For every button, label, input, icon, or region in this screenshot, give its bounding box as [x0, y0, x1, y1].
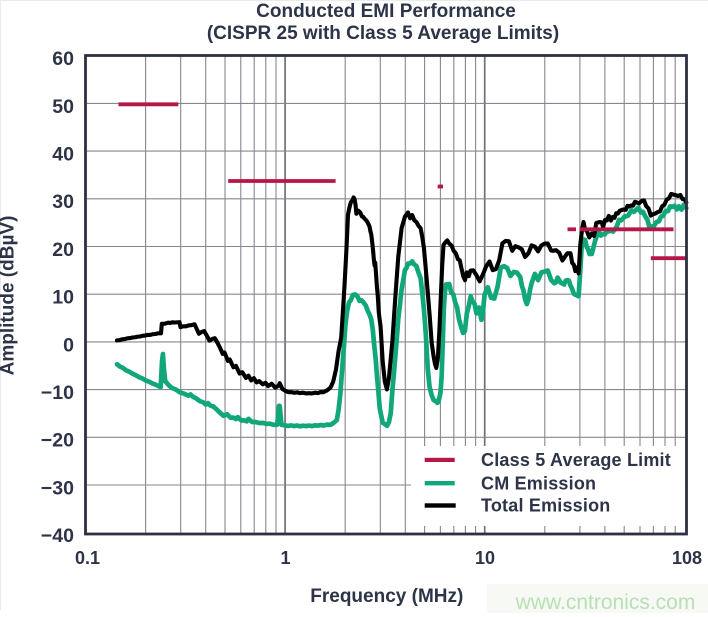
- svg-text:0: 0: [63, 334, 74, 356]
- svg-text:1: 1: [280, 548, 290, 568]
- svg-text:Amplitude (dBµV): Amplitude (dBµV): [0, 216, 19, 376]
- svg-text:−30: −30: [41, 477, 74, 499]
- svg-text:60: 60: [52, 48, 74, 70]
- svg-text:50: 50: [52, 96, 74, 118]
- svg-text:Class 5 Average Limit: Class 5 Average Limit: [481, 450, 671, 470]
- svg-text:108: 108: [672, 548, 702, 568]
- svg-text:40: 40: [52, 144, 74, 166]
- svg-text:(CISPR 25 with Class 5 Average: (CISPR 25 with Class 5 Average Limits): [207, 23, 559, 44]
- svg-text:−10: −10: [41, 382, 74, 404]
- svg-text:0.1: 0.1: [75, 548, 100, 568]
- svg-text:Conducted EMI Performance: Conducted EMI Performance: [256, 1, 516, 22]
- svg-text:10: 10: [475, 548, 495, 568]
- svg-text:CM Emission: CM Emission: [481, 473, 596, 493]
- svg-text:10: 10: [52, 287, 74, 309]
- svg-text:www.cntronics.com: www.cntronics.com: [515, 591, 696, 614]
- svg-text:−20: −20: [41, 430, 74, 452]
- svg-text:−40: −40: [41, 525, 74, 547]
- svg-text:Frequency (MHz): Frequency (MHz): [310, 586, 463, 607]
- svg-text:20: 20: [52, 239, 74, 261]
- svg-text:30: 30: [52, 191, 74, 213]
- svg-text:Total Emission: Total Emission: [481, 496, 611, 516]
